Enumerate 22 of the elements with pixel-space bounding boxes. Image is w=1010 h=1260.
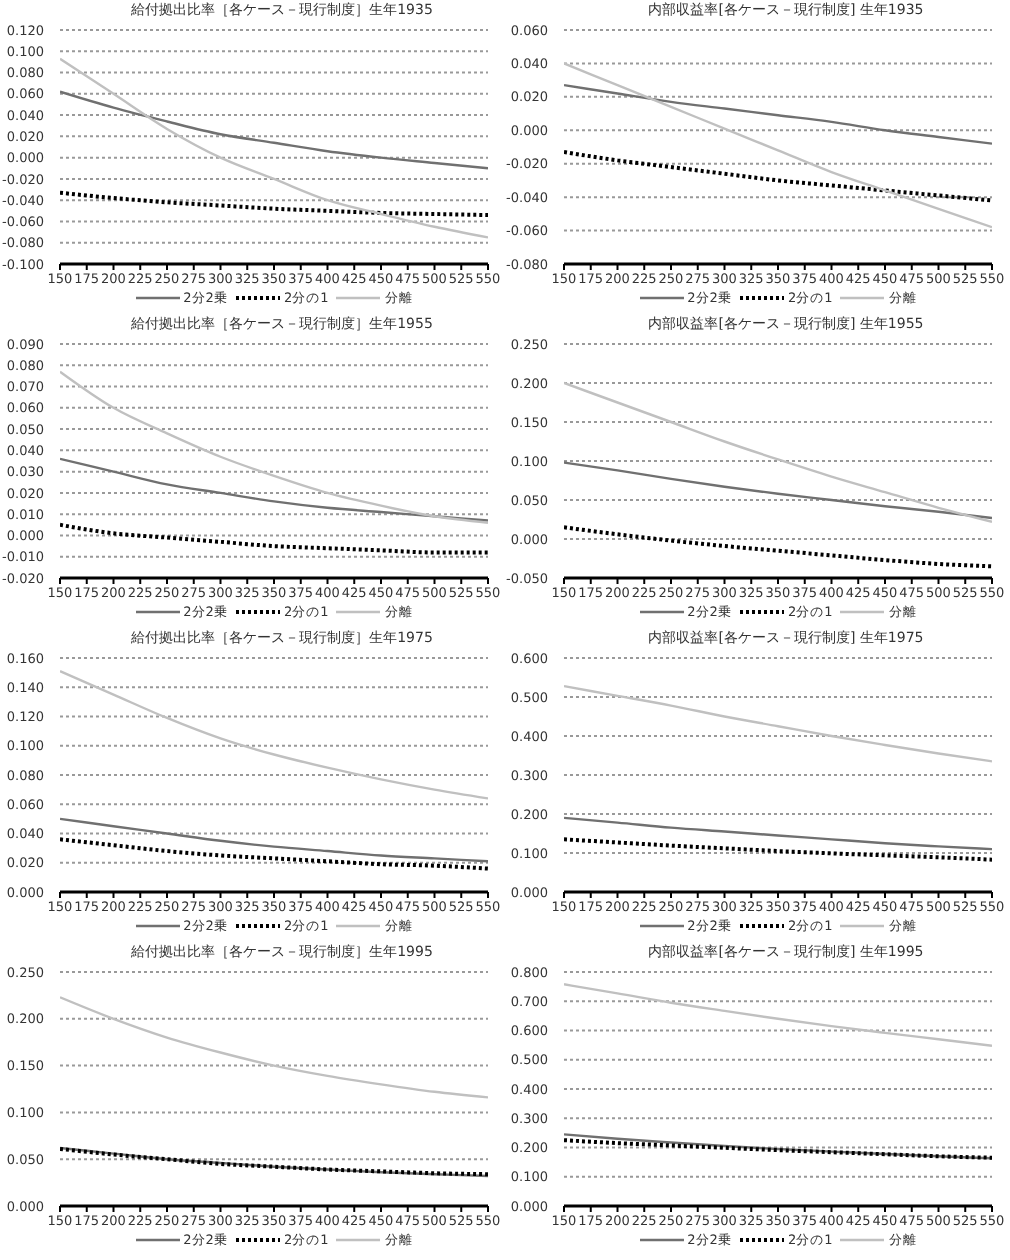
line-series [564,983,992,1047]
line-series [564,62,992,229]
line-series [564,684,992,763]
line-series [60,669,488,800]
line-series [564,381,992,524]
line-series [564,1138,992,1160]
line-series [564,525,992,569]
line-series [564,816,992,851]
line-series [564,83,992,145]
line-series [564,150,992,203]
line-series [564,837,992,862]
line-series [60,370,488,524]
line-series [60,57,488,239]
line-series [60,457,488,522]
line-series [564,461,992,520]
line-series [60,817,488,863]
line-series [60,837,488,871]
line-series [60,90,488,170]
line-series [564,1133,992,1160]
line-series [60,996,488,1099]
line-series [60,190,488,218]
line-series [60,522,488,555]
